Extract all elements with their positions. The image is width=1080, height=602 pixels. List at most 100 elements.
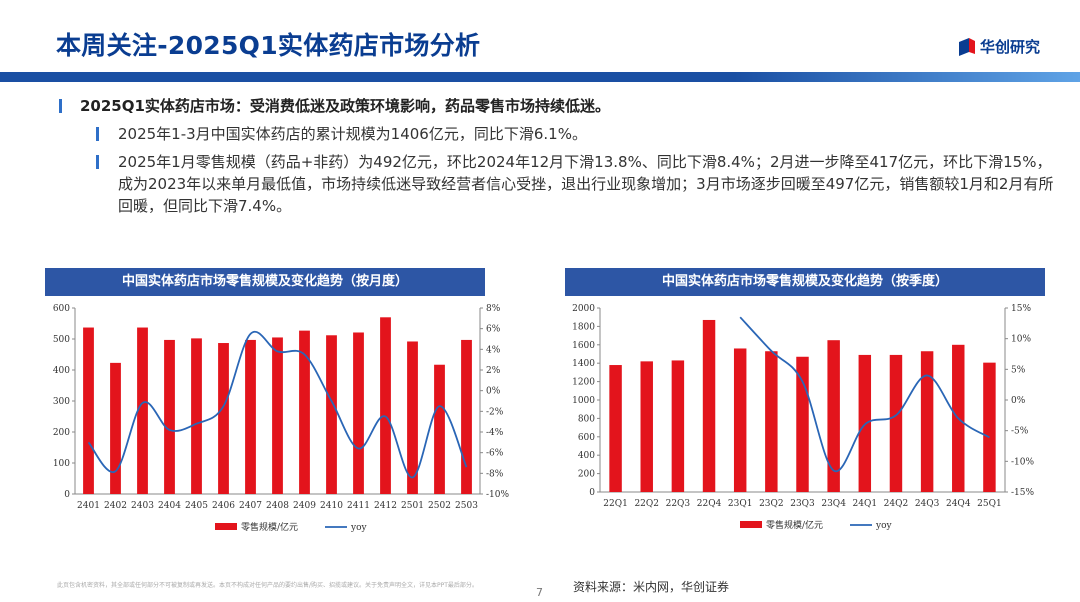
right-tick-label: -10% [486,490,509,500]
bullet-list: 2025Q1实体药店市场：受消费低迷及政策环境影响，药品零售市场持续低迷。 20… [56,95,1066,217]
x-tick-label: 2503 [455,501,478,511]
x-tick-label: 2411 [347,501,370,511]
x-tick-label: 2502 [428,501,451,511]
right-tick-label: 10% [1011,335,1031,345]
right-tick-label: 0% [486,387,501,397]
x-tick-label: 2501 [401,501,424,511]
x-tick-label: 23Q2 [759,499,784,509]
x-tick-label: 22Q4 [697,499,722,509]
left-tick-label: 1600 [572,341,595,351]
bullet-sub: 2025年1月零售规模（药品+非药）为492亿元，环比2024年12月下滑13.… [56,151,1066,217]
x-tick-label: 2407 [239,501,262,511]
bar [407,341,418,494]
yoy-line [739,316,990,473]
disclaimer: 此页包含机密资料，其全部或任何部分不可被复制或再发送。本页不构成对任何产品的要约… [57,582,478,589]
bar [702,319,716,492]
right-tick-label: 2% [486,366,501,376]
header-band [0,72,1080,82]
x-tick-label: 24Q4 [946,499,971,509]
bar [920,351,934,492]
x-tick-label: 2406 [212,501,235,511]
x-tick-label: 24Q1 [853,499,878,509]
left-tick-label: 600 [578,433,595,443]
bullet-main: 2025Q1实体药店市场：受消费低迷及政策环境影响，药品零售市场持续低迷。 [56,95,1066,117]
right-tick-label: -15% [1011,488,1034,498]
left-tick-label: 1400 [572,359,595,369]
x-tick-label: 2402 [104,501,127,511]
left-tick-label: 400 [578,451,595,461]
bar [796,356,809,492]
x-tick-label: 24Q2 [884,499,909,509]
x-tick-label: 2408 [266,501,289,511]
x-tick-label: 2409 [293,501,316,511]
bar [889,354,903,492]
left-tick-label: 800 [578,414,595,424]
left-tick-label: 1200 [572,378,595,388]
legend-line-label: yoy [350,523,368,533]
bar [827,340,840,492]
x-tick-label: 23Q3 [790,499,815,509]
logo-text: 华创研究 [979,38,1040,56]
left-tick-label: 1800 [572,322,595,332]
right-tick-label: 6% [486,325,501,335]
bar [191,338,202,494]
yoy-line [87,330,468,479]
x-tick-label: 22Q3 [666,499,691,509]
left-tick-label: 400 [53,366,70,376]
x-tick-label: 2410 [320,501,343,511]
bar [299,330,310,494]
quarterly-chart: 0 200 400 600 800 1000 1200 1400 1600 1800 2000 -15… [572,304,1034,531]
page-number: 7 [536,586,543,599]
x-tick-label: 2405 [185,501,208,511]
bar [765,351,778,492]
right-tick-label: -5% [1011,427,1029,437]
bar [380,317,391,494]
bullet-sub: 2025年1-3月中国实体药店的累计规模为1406亿元，同比下滑6.1%。 [56,123,1066,145]
chart-title: 中国实体药店市场零售规模及变化趋势（按季度） [565,268,1045,296]
bar [609,365,622,492]
left-tick-label: 0 [64,490,70,500]
right-tick-label: -2% [486,407,504,417]
left-tick-label: 2000 [572,304,595,314]
x-tick-label: 2412 [374,501,397,511]
legend-bar-label: 零售规模/亿元 [766,519,823,531]
left-tick-label: 500 [53,335,70,345]
legend-bar-swatch [740,521,762,528]
bar [137,327,148,494]
brand-logo: 华创研究 [958,36,1040,57]
source-note: 资料来源：米内网，华创证券 [573,580,730,594]
bullet-marker [96,127,99,141]
chart-title: 中国实体药店市场零售规模及变化趋势（按月度） [45,268,485,296]
bar [326,335,337,494]
right-tick-label: -8% [486,469,504,479]
x-tick-label: 24Q3 [915,499,940,509]
right-tick-label: -4% [486,428,504,438]
bar [640,361,653,492]
left-tick-label: 0 [589,488,595,498]
bar [733,348,747,492]
right-tick-label: 0% [1011,396,1026,406]
x-tick-label: 22Q2 [634,499,659,509]
right-tick-label: 15% [1011,304,1031,314]
right-tick-label: 5% [1011,365,1026,375]
legend-line-label: yoy [875,521,893,531]
x-tick-label: 2401 [77,501,100,511]
right-tick-label: 4% [486,345,501,355]
bar [83,327,94,494]
x-tick-label: 2404 [158,501,181,511]
x-tick-label: 25Q1 [977,499,1002,509]
right-tick-label: -6% [486,449,504,459]
legend-bar-label: 零售规模/亿元 [241,521,298,533]
bar [245,339,256,494]
legend-bar-swatch [215,523,237,530]
bar [434,364,445,494]
page-title: 本周关注-2025Q1实体药店市场分析 [56,31,481,60]
right-tick-label: 8% [486,304,501,314]
left-tick-label: 600 [53,304,70,314]
x-tick-label: 23Q4 [821,499,846,509]
bullet-marker [59,99,62,113]
left-tick-label: 100 [53,459,70,469]
left-tick-label: 200 [53,428,70,438]
bullet-main-text: 2025Q1实体药店市场：受消费低迷及政策环境影响，药品零售市场持续低迷。 [80,97,610,115]
bar [353,332,364,494]
